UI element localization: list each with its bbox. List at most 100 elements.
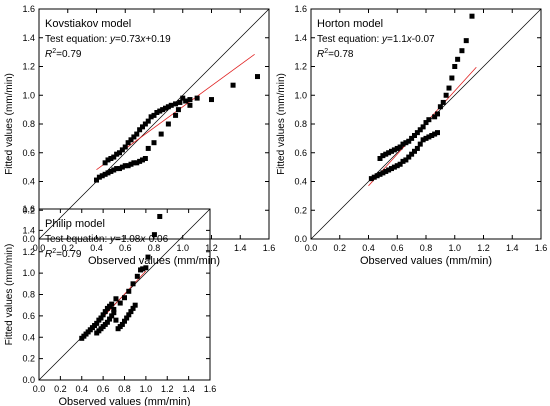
data-point [114,151,120,157]
y-tick-label: 0.0 [294,234,307,244]
y-tick-label: 0.6 [22,311,35,321]
data-point [429,133,435,138]
x-tick-label: 1.0 [448,243,461,253]
y-tick-label: 0.4 [22,332,35,342]
y-tick-label: 1.4 [294,33,307,43]
data-point [104,319,110,325]
x-tick-label: 1.6 [535,243,548,253]
data-point [394,145,400,151]
data-point [94,320,100,326]
x-tick-label: 0.8 [118,384,131,394]
data-point [157,213,163,219]
data-point [151,232,157,238]
data-point [386,150,392,156]
x-tick-label: 0.4 [90,243,103,253]
data-point [100,312,106,318]
data-point [145,145,151,151]
equation-part: =1.08 [115,234,141,245]
data-point [168,102,174,108]
data-point [137,158,143,164]
data-point [391,147,397,153]
y-axis-label: Fitted values (mm/min) [4,244,15,346]
data-point [449,75,455,81]
x-tick-label: 0.4 [362,243,375,253]
data-point [452,64,458,69]
equation-part: x [139,234,146,245]
data-point [368,176,374,182]
r-value: =0.78 [328,49,354,60]
data-point [151,112,157,118]
data-point [177,99,183,105]
x-tick-label: 1.4 [234,243,247,253]
data-point [109,301,115,307]
x-tick-label: 1.4 [506,243,519,253]
data-point [124,315,130,321]
y-axis-label: Fitted values (mm/min) [276,73,287,175]
data-point [420,137,426,143]
data-point [391,164,397,170]
data-point [131,134,137,140]
data-point [230,82,236,88]
data-point [406,154,412,160]
data-point [187,97,193,103]
y-tick-label: 0.2 [22,354,35,364]
data-point [122,163,128,169]
equation-part: y [109,34,116,45]
y-tick-label: 1.4 [22,33,35,43]
x-tick-label: 1.4 [182,384,195,394]
equation-part: x [139,34,146,45]
data-point [111,167,117,173]
data-point [389,148,394,154]
y-tick-label: 0.2 [22,205,35,215]
data-point [111,310,117,316]
y-tick-label: 0.6 [22,148,35,158]
data-point [426,117,432,123]
data-point [371,174,377,180]
data-point [163,105,168,111]
data-point [437,104,443,110]
equation-part: Test equation: [45,234,110,245]
y-tick-label: 1.0 [294,90,307,100]
x-tick-label: 1.2 [161,384,174,394]
chart-panel-1: 0.0 0.2 0.4 0.6 0.8 1.0 1.2 1.4 1.60.00.20.40.60… [4,4,275,267]
data-point [414,130,420,136]
data-point [119,147,125,153]
y-tick-label: 0.4 [22,177,35,187]
data-point [130,281,136,287]
data-point [128,309,134,315]
data-point [140,266,146,272]
data-point [255,74,260,80]
data-point [111,306,117,312]
data-point [459,48,465,54]
data-point [117,300,123,306]
data-point [132,302,138,308]
x-tick-label: 0.4 [75,384,88,394]
equation-part: -0.07 [412,34,435,45]
equation-part: +0.19 [145,34,171,45]
data-point [183,98,189,104]
data-point [128,137,134,143]
data-point [99,173,105,179]
y-tick-label: 1.4 [22,225,35,235]
data-point [111,154,117,160]
reference-line [38,8,270,240]
test-equation: Test equation: y=1.08x-0.06 [45,234,169,245]
data-point [143,265,149,271]
data-point [148,114,154,120]
data-point [125,140,131,146]
data-point [380,170,386,176]
x-tick-label: 1.0 [176,243,189,253]
chart-panel-2: 0.0 0.2 0.4 0.6 0.8 1.0 1.2 1.4 1.6 0.0 0.2 0.4 0.6 0… [276,4,547,267]
x-tick-label: 1.2 [477,243,490,253]
data-point [113,296,119,302]
data-point [469,13,475,19]
data-point [113,317,119,323]
x-tick-label: 1.6 [204,384,217,394]
data-point [175,107,181,113]
data-point [108,156,114,161]
data-point [94,177,99,183]
x-tick-label: 0.6 [97,384,110,394]
x-axis-label: Observed values (mm/min) [360,255,492,267]
y-tick-label: 1.6 [294,4,307,14]
data-point [128,161,134,167]
